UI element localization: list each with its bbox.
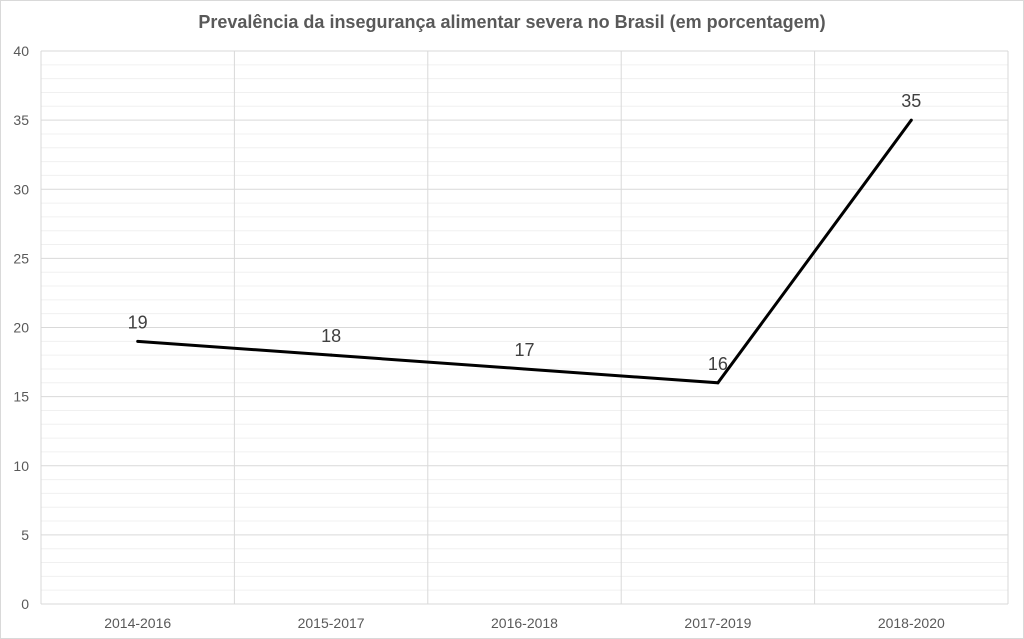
y-tick-label: 10	[13, 458, 29, 474]
data-point	[716, 381, 720, 385]
y-tick-label: 5	[21, 527, 29, 543]
data-point	[523, 367, 526, 371]
x-tick-label: 2015-2017	[298, 615, 365, 631]
x-tick-label: 2016-2018	[491, 615, 558, 631]
data-point	[909, 118, 913, 122]
data-label: 19	[128, 312, 148, 332]
data-label: 18	[321, 326, 341, 346]
x-tick-label: 2017-2019	[684, 615, 751, 631]
data-label: 16	[708, 354, 728, 374]
y-tick-label: 25	[13, 250, 29, 266]
x-tick-label: 2018-2020	[878, 615, 945, 631]
series	[136, 118, 913, 385]
y-tick-label: 0	[21, 596, 29, 612]
data-point	[136, 339, 140, 343]
data-point	[329, 353, 333, 357]
gridlines	[40, 50, 1009, 605]
y-tick-label: 30	[13, 181, 29, 197]
y-tick-label: 40	[13, 43, 29, 59]
data-label: 17	[514, 340, 534, 360]
chart-title: Prevalência da insegurança alimentar sev…	[198, 12, 825, 32]
y-tick-label: 35	[13, 112, 29, 128]
y-tick-label: 15	[13, 389, 29, 405]
data-label: 35	[901, 91, 921, 111]
y-tick-label: 20	[13, 320, 29, 336]
x-tick-label: 2014-2016	[104, 615, 171, 631]
axes: 0 5 10 15 20 25 30 35 40 2014-2016 2015-2017 2016-2…	[13, 43, 945, 631]
data-labels: 19 18 17 16 35	[128, 91, 922, 374]
